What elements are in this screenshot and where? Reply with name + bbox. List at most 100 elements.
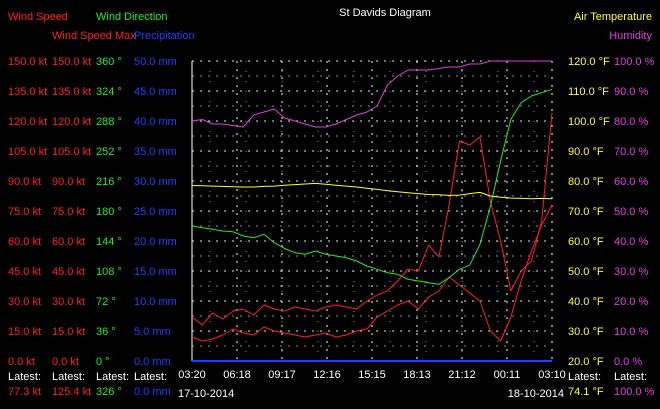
y-tick-label-precipitation: 20.0 mm [134,236,177,248]
y-tick-label-wind-speed: 135.0 kt [8,86,47,98]
y-tick-label-precipitation: 10.0 mm [134,296,177,308]
series-line-humidity [191,60,552,128]
latest-label-precipitation: Latest: [134,371,167,383]
x-date-end: 18-10-2014 [508,388,564,400]
x-tick-label: 18:13 [403,369,431,381]
x-tick-label: 21:12 [448,369,476,381]
y-tick-label-precipitation: 30.0 mm [134,176,177,188]
y-tick-label-wind-speed: 90.0 kt [8,176,41,188]
y-tick-label-precipitation: 45.0 mm [134,86,177,98]
y-tick-label-air-temperature: 50.0 °F [568,266,604,278]
y-tick-label-humidity: 80.0 % [614,116,648,128]
y-tick-label-wind-speed-max: 120.0 kt [52,116,91,128]
y-tick-label-wind-direction: 72 ° [96,296,116,308]
y-tick-label-wind-speed: 120.0 kt [8,116,47,128]
y-tick-label-wind-speed-max: 75.0 kt [52,206,85,218]
x-tick-label: 00:11 [494,369,521,381]
y-tick-label-wind-speed: 30.0 kt [8,296,41,308]
y-tick-label-humidity: 30.0 % [614,266,648,278]
header-precipitation: Precipitation [134,30,195,42]
y-tick-label-humidity: 60.0 % [614,176,648,188]
y-tick-label-humidity: 20.0 % [614,296,648,308]
x-tick-label: 12:16 [313,369,341,381]
y-tick-label-air-temperature: 60.0 °F [568,236,604,248]
y-tick-label-wind-speed-max: 45.0 kt [52,266,85,278]
y-tick-label-wind-speed: 150.0 kt [8,56,47,68]
y-tick-label-wind-speed: 105.0 kt [8,146,47,158]
y-tick-label-precipitation: 35.0 mm [134,146,177,158]
y-tick-label-wind-direction: 36 ° [96,326,116,338]
y-tick-label-wind-direction: 252 ° [96,146,122,158]
y-tick-label-air-temperature: 40.0 °F [568,296,604,308]
x-date-start: 17-10-2014 [178,388,234,400]
y-tick-label-wind-speed-max: 135.0 kt [52,86,91,98]
latest-wind-speed: 77.3 kt [8,386,41,398]
chart-title: St Davids Diagram [339,7,431,19]
y-tick-label-wind-speed: 15.0 kt [8,326,41,338]
latest-air-temperature: 74.1 °F [568,386,604,398]
y-tick-label-wind-speed-max: 105.0 kt [52,146,91,158]
series-line-wind-direction [191,88,553,285]
y-tick-label-wind-speed: 0.0 kt [8,356,35,368]
header-humidity: Humidity [609,30,652,42]
latest-wind-speed-max: 125.4 kt [52,386,91,398]
y-tick-label-wind-direction: 324 ° [96,86,122,98]
series-line-wind-speed [191,204,553,342]
y-tick-label-wind-direction: 0 ° [96,356,110,368]
header-wind-speed: Wind Speed [8,11,68,23]
series-line-air-temperature [191,182,553,200]
y-tick-label-wind-speed: 75.0 kt [8,206,41,218]
y-tick-label-air-temperature: 20.0 °F [568,356,604,368]
plot-grid [191,60,553,362]
axis-tick-labels: 150.0 kt 135.0 kt 120.0 kt 105.0 kt 90.0 kt 7… [8,56,655,381]
y-tick-label-wind-speed-max: 15.0 kt [52,326,85,338]
latest-label-wind-speed-max: Latest: [52,371,85,383]
y-tick-label-precipitation: 5.0 mm [134,326,171,338]
y-tick-label-precipitation: 15.0 mm [134,266,177,278]
y-tick-label-humidity: 10.0 % [614,326,648,338]
latest-label-humidity: Latest: [614,371,647,383]
y-tick-label-precipitation: 50.0 mm [134,56,177,68]
y-tick-label-wind-speed: 60.0 kt [8,236,41,248]
y-tick-label-wind-direction: 108 ° [96,266,122,278]
header-air-temperature: Air Temperature [574,11,652,23]
latest-label-wind-speed: Latest: [8,371,41,383]
x-tick-label: 03:10 [538,369,566,381]
x-tick-label: 15:15 [358,369,386,381]
series-line-wind-speed-max [191,112,553,326]
latest-precipitation: 0.0 mm [134,386,171,398]
y-tick-label-humidity: 70.0 % [614,146,648,158]
y-tick-label-wind-direction: 360 ° [96,56,122,68]
y-tick-label-wind-speed: 45.0 kt [8,266,41,278]
y-tick-label-air-temperature: 30.0 °F [568,326,604,338]
y-tick-label-air-temperature: 80.0 °F [568,176,604,188]
latest-label-air-temperature: Latest: [568,371,601,383]
y-tick-label-air-temperature: 110.0 °F [568,86,609,98]
y-tick-label-wind-speed-max: 60.0 kt [52,236,85,248]
latest-label-wind-direction: Latest: [96,371,129,383]
y-tick-label-humidity: 90.0 % [614,86,648,98]
y-tick-label-precipitation: 40.0 mm [134,116,177,128]
y-tick-label-humidity: 0.0 % [614,356,642,368]
y-tick-label-air-temperature: 100.0 °F [568,116,610,128]
y-tick-label-humidity: 50.0 % [614,206,648,218]
y-tick-label-humidity: 100.0 % [614,56,655,68]
y-tick-label-wind-speed-max: 0.0 kt [52,356,79,368]
latest-humidity: 100.0 % [614,386,655,398]
y-tick-label-wind-direction: 216 ° [96,176,122,188]
y-tick-label-humidity: 40.0 % [614,236,648,248]
header-wind-speed-max: Wind Speed Max [52,30,136,42]
header-wind-direction: Wind Direction [96,11,168,23]
y-tick-label-wind-speed-max: 150.0 kt [52,56,91,68]
x-tick-label: 06:18 [223,369,251,381]
y-tick-label-precipitation: 0.0 mm [134,356,171,368]
y-tick-label-air-temperature: 120.0 °F [568,56,610,68]
y-tick-label-wind-direction: 144 ° [96,236,122,248]
y-tick-label-air-temperature: 90.0 °F [568,146,604,158]
y-tick-label-air-temperature: 70.0 °F [568,206,604,218]
y-tick-label-wind-speed-max: 30.0 kt [52,296,85,308]
y-tick-label-wind-direction: 288 ° [96,116,122,128]
latest-wind-direction: 326 ° [96,386,122,398]
series-lines [191,60,553,342]
y-tick-label-precipitation: 25.0 mm [134,206,177,218]
